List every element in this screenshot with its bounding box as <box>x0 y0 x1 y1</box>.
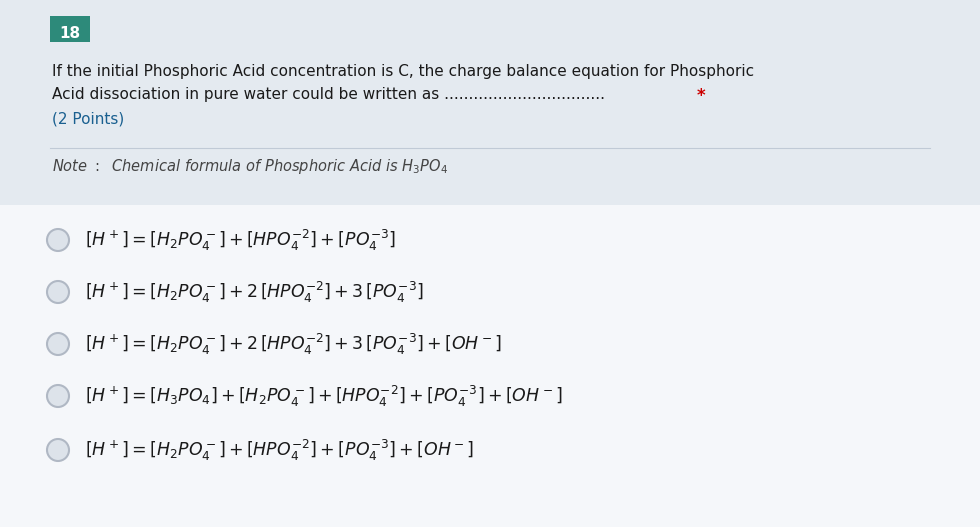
Circle shape <box>47 333 69 355</box>
Text: $[H^+] = [H_2PO_4^-] + [HPO_4^{-2}] + [PO_4^{-3}]$: $[H^+] = [H_2PO_4^-] + [HPO_4^{-2}] + [P… <box>85 228 396 252</box>
FancyBboxPatch shape <box>0 0 980 205</box>
Text: *: * <box>697 87 706 105</box>
FancyBboxPatch shape <box>50 16 90 42</box>
Circle shape <box>47 439 69 461</box>
Text: $[H^+] = [H_2PO_4^-] + [HPO_4^{-2}] + [PO_4^{-3}] + [OH^-]$: $[H^+] = [H_2PO_4^-] + [HPO_4^{-2}] + [P… <box>85 437 474 463</box>
Circle shape <box>47 281 69 303</box>
Text: If the initial Phosphoric Acid concentration is C, the charge balance equation f: If the initial Phosphoric Acid concentra… <box>52 64 755 79</box>
Text: (2 Points): (2 Points) <box>52 112 124 127</box>
Text: $[H^+] = [H_3PO_4] + [H_2PO_4^-] + [HPO_4^{-2}] + [PO_4^{-3}] + [OH^-]$: $[H^+] = [H_3PO_4] + [H_2PO_4^-] + [HPO_… <box>85 384 563 408</box>
Text: $\it{Note\ :\ \ Chemical\ formula\ of\ Phosphoric\ Acid\ is\ H_3PO_4}$: $\it{Note\ :\ \ Chemical\ formula\ of\ P… <box>52 157 448 176</box>
Circle shape <box>47 385 69 407</box>
Text: 18: 18 <box>60 25 80 41</box>
Text: $[H^+] = [H_2PO_4^-] + 2\,[HPO_4^{-2}] + 3\,[PO_4^{-3}] + [OH^-]$: $[H^+] = [H_2PO_4^-] + 2\,[HPO_4^{-2}] +… <box>85 331 502 357</box>
Text: $[H^+] = [H_2PO_4^-] + 2\,[HPO_4^{-2}] + 3\,[PO_4^{-3}]$: $[H^+] = [H_2PO_4^-] + 2\,[HPO_4^{-2}] +… <box>85 279 423 305</box>
Circle shape <box>47 229 69 251</box>
Text: Acid dissociation in pure water could be written as ............................: Acid dissociation in pure water could be… <box>52 87 605 102</box>
